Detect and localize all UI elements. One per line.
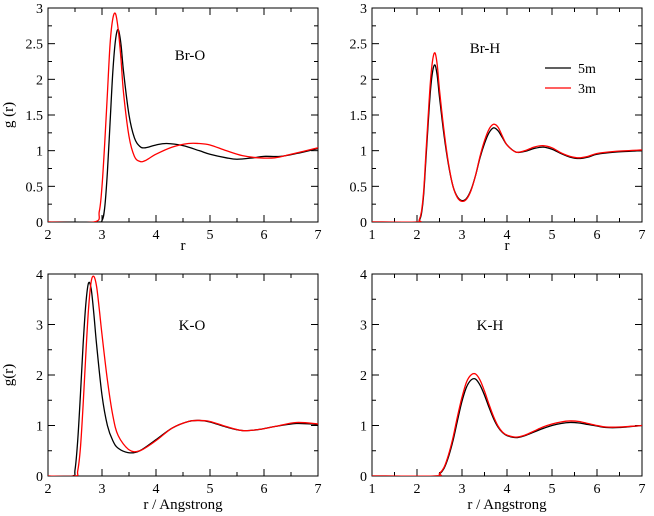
y-tick-label: 0.5 — [350, 180, 368, 195]
y-tick-label: 3 — [360, 2, 367, 17]
y-tick-label: 0 — [360, 470, 367, 485]
x-tick-label: 7 — [315, 228, 322, 243]
y-tick-label: 1 — [36, 420, 43, 435]
y-tick-label: 4 — [360, 268, 367, 283]
y-tick-label: 0 — [36, 216, 43, 231]
x-tick-label: 2 — [45, 482, 52, 497]
legend-label: 5m — [578, 62, 596, 77]
series-line-5m — [372, 64, 642, 222]
y-tick-label: 4 — [36, 268, 43, 283]
panel-title: Br-H — [470, 41, 501, 57]
x-tick-label: 1 — [369, 482, 376, 497]
plot-frame — [47, 7, 319, 223]
panel-title: K-H — [477, 318, 504, 334]
series-line-3m — [48, 12, 318, 222]
y-tick-label: 1.5 — [26, 109, 44, 124]
series-line-3m — [372, 372, 642, 476]
y-tick-label: 2 — [36, 369, 43, 384]
x-axis-label: r / Angstrong — [467, 497, 547, 513]
y-axis-label: g(r) — [1, 364, 17, 387]
x-tick-label: 6 — [261, 228, 268, 243]
y-tick-label: 1 — [36, 145, 43, 160]
panel-title: Br-O — [175, 48, 206, 64]
x-tick-label: 5 — [549, 482, 556, 497]
panel-title: K-O — [179, 318, 206, 334]
legend-label: 3m — [578, 82, 596, 97]
x-tick-label: 1 — [369, 228, 376, 243]
y-tick-label: 0 — [360, 216, 367, 231]
y-axis-label: g (r) — [1, 102, 17, 128]
x-tick-label: 6 — [261, 482, 268, 497]
y-tick-label: 3 — [360, 319, 367, 334]
y-tick-label: 2.5 — [350, 38, 368, 53]
x-tick-label: 4 — [504, 482, 511, 497]
series-line-5m — [372, 377, 642, 476]
y-tick-label: 3 — [36, 2, 43, 17]
y-tick-label: 2 — [360, 369, 367, 384]
x-tick-label: 2 — [414, 228, 421, 243]
series-line-3m — [372, 52, 642, 222]
x-tick-label: 5 — [207, 228, 214, 243]
x-tick-label: 7 — [639, 228, 646, 243]
x-tick-label: 6 — [594, 228, 601, 243]
x-axis-label: r — [505, 238, 510, 254]
x-tick-label: 2 — [45, 228, 52, 243]
x-tick-label: 6 — [594, 482, 601, 497]
series-line-3m — [48, 275, 318, 476]
x-tick-label: 4 — [153, 228, 160, 243]
x-tick-label: 5 — [207, 482, 214, 497]
y-tick-label: 1 — [360, 145, 367, 160]
x-tick-label: 3 — [459, 482, 466, 497]
series-line-5m — [48, 28, 318, 222]
x-tick-label: 2 — [414, 482, 421, 497]
y-tick-label: 0 — [36, 470, 43, 485]
x-tick-label: 5 — [549, 228, 556, 243]
x-tick-label: 4 — [153, 482, 160, 497]
x-tick-label: 4 — [504, 228, 511, 243]
y-tick-label: 2.5 — [26, 38, 44, 53]
plot-frame — [371, 7, 643, 223]
x-tick-label: 3 — [99, 482, 106, 497]
y-tick-label: 2 — [36, 73, 43, 88]
plot-frame — [371, 273, 643, 477]
x-axis-label: r / Angstrong — [143, 497, 223, 513]
y-tick-label: 0.5 — [26, 180, 44, 195]
y-tick-label: 1 — [360, 420, 367, 435]
y-tick-label: 2 — [360, 73, 367, 88]
x-tick-label: 3 — [99, 228, 106, 243]
y-tick-label: 3 — [36, 319, 43, 334]
panel-br-o: 2 3 4 5 6 7 0 0.5 1 1.5 2 2.5 3 r g (r) Br-O — [1, 2, 322, 254]
x-tick-label: 7 — [315, 482, 322, 497]
x-axis-label: r — [181, 238, 186, 254]
x-tick-label: 7 — [639, 482, 646, 497]
x-tick-label: 3 — [459, 228, 466, 243]
y-tick-label: 1.5 — [350, 109, 368, 124]
